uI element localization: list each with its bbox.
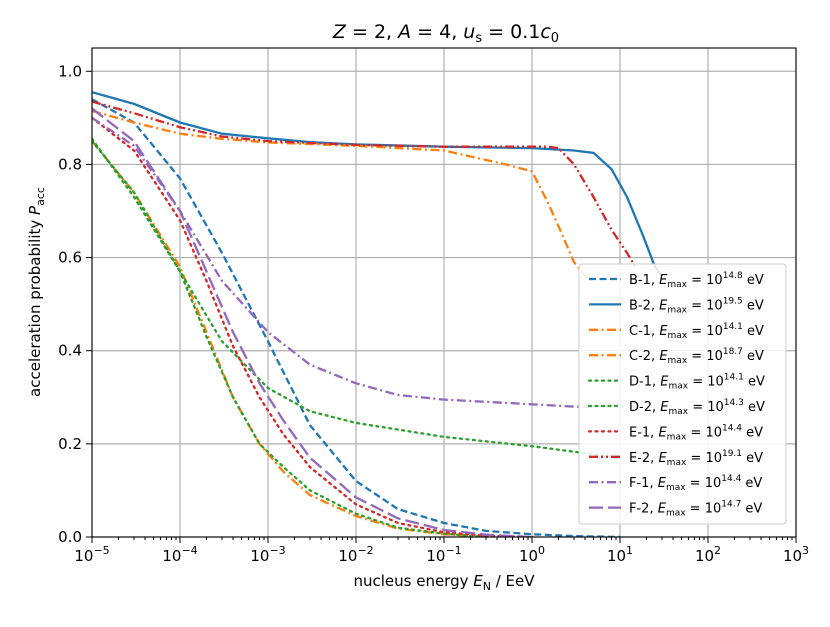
legend-label-e-2: E-2, Emax = 1019.1 eV <box>629 449 763 468</box>
legend-label-d-1: D-1, Emax = 1014.1 eV <box>629 373 765 392</box>
axis-ticks: 10−5 10−4 10−3 10−2 10−1 100 101 102 103 0.0 0.2 0.… <box>58 62 809 565</box>
y-tick-label: 0.2 <box>58 435 82 453</box>
y-tick-label: 0.6 <box>58 249 82 267</box>
y-tick-label: 1.0 <box>58 62 82 80</box>
legend-label-c-2: C-2, Emax = 1018.7 eV <box>629 347 764 366</box>
x-tick-label: 10−5 <box>74 544 109 565</box>
legend-label-f-2: F-2, Emax = 1014.7 eV <box>629 500 762 519</box>
legend-label-e-1: E-1, Emax = 1014.4 eV <box>629 423 763 442</box>
x-tick-label: 100 <box>519 544 545 565</box>
chart-title: Z = 2, A = 4, us = 0.1c0 <box>332 21 559 46</box>
legend-label-c-1: C-1, Emax = 1014.1 eV <box>629 322 764 341</box>
series-layer <box>92 91 663 537</box>
series-line-e-1 <box>92 116 534 537</box>
series-line-d-2 <box>92 137 622 459</box>
x-axis-label: nucleus energy EN / EeV <box>353 572 535 593</box>
legend-box <box>578 263 787 525</box>
x-tick-label: 10−1 <box>426 544 461 565</box>
series-line-e-2 <box>92 100 637 268</box>
legend: B-1, Emax = 1014.8 eV B-2, Emax = 1019.5 … <box>578 263 787 525</box>
x-tick-label: 10−2 <box>338 544 373 565</box>
x-tick-label: 10−3 <box>250 544 285 565</box>
series-line-c-2 <box>92 109 595 282</box>
legend-label-b-2: B-2, Emax = 1019.5 eV <box>629 296 764 315</box>
legend-label-d-2: D-2, Emax = 1014.3 eV <box>629 398 765 417</box>
x-tick-label: 10−4 <box>162 544 197 565</box>
x-tick-label: 102 <box>695 544 721 565</box>
legend-label-f-1: F-1, Emax = 1014.4 eV <box>629 474 762 493</box>
y-tick-label: 0.4 <box>58 342 82 360</box>
y-axis-label: acceleration probability Pacc <box>26 187 47 397</box>
x-tick-label: 101 <box>607 544 633 565</box>
x-tick-label: 103 <box>783 544 809 565</box>
legend-label-b-1: B-1, Emax = 1014.8 eV <box>629 271 764 290</box>
series-line-b-1 <box>92 98 621 537</box>
y-tick-label: 0.8 <box>58 155 82 173</box>
y-tick-label: 0.0 <box>58 528 82 546</box>
series-line-f-2 <box>92 107 533 537</box>
